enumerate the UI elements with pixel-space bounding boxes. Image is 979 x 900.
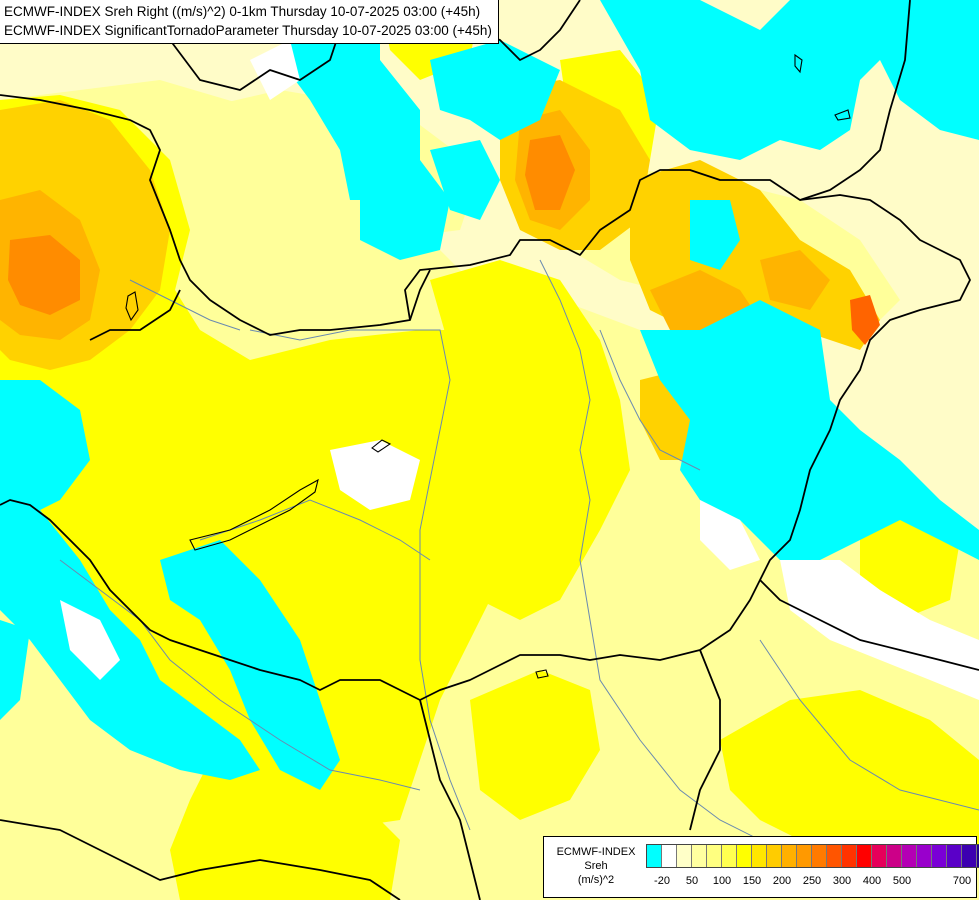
legend-tick: 100 [712,875,732,887]
map-title-line-2: ECMWF-INDEX SignificantTornadoParameter … [4,23,492,38]
field-red-orange [850,295,880,345]
legend-swatch [662,845,677,867]
legend-swatch [962,845,977,867]
legend-tick: 150 [742,875,762,887]
legend-tick: 300 [832,875,852,887]
legend-tick: 500 [892,875,912,887]
legend-tick: 400 [862,875,882,887]
legend-swatch [857,845,872,867]
lakes [125,53,851,679]
legend-swatch [752,845,767,867]
legend-unit: (m/s)^2 [577,874,615,886]
legend-tick-labels: -20 50 100 150 200 250 300 400 500 700 [646,875,976,889]
legend-model: ECMWF-INDEX [556,846,636,858]
color-legend: ECMWF-INDEX Sreh (m/s)^2 -20 50 100 150 200 2… [543,836,979,898]
field-white [60,40,979,700]
legend-swatch [692,845,707,867]
legend-swatch [647,845,662,867]
legend-variable: Sreh [584,860,608,872]
legend-tick: 50 [685,875,699,887]
lake-balaton [189,478,319,551]
legend-swatch [947,845,962,867]
legend-swatch [722,845,737,867]
legend-swatch [902,845,917,867]
map-title-box: ECMWF-INDEX Sreh Right ((m/s)^2) 0-1km T… [0,0,499,44]
legend-swatch [887,845,902,867]
legend-swatch [917,845,932,867]
legend-swatch [737,845,752,867]
map-title-line-1: ECMWF-INDEX Sreh Right ((m/s)^2) 0-1km T… [4,4,481,19]
field-dark-orange [8,135,575,315]
legend-color-bar [646,844,979,868]
legend-name: ECMWF-INDEX Sreh (m/s)^2 [548,845,644,887]
legend-tick: 200 [772,875,792,887]
field-cyan [0,0,979,790]
legend-swatch [812,845,827,867]
legend-swatch [872,845,887,867]
legend-swatch [977,845,979,867]
legend-tick: 700 [952,875,972,887]
legend-swatch [767,845,782,867]
legend-swatch [827,845,842,867]
legend-swatch [677,845,692,867]
legend-tick: -20 [654,875,670,887]
legend-swatch [797,845,812,867]
rivers [59,259,979,851]
legend-swatch [707,845,722,867]
legend-swatch [842,845,857,867]
legend-tick: 250 [802,875,822,887]
legend-swatch [932,845,947,867]
legend-swatch [782,845,797,867]
